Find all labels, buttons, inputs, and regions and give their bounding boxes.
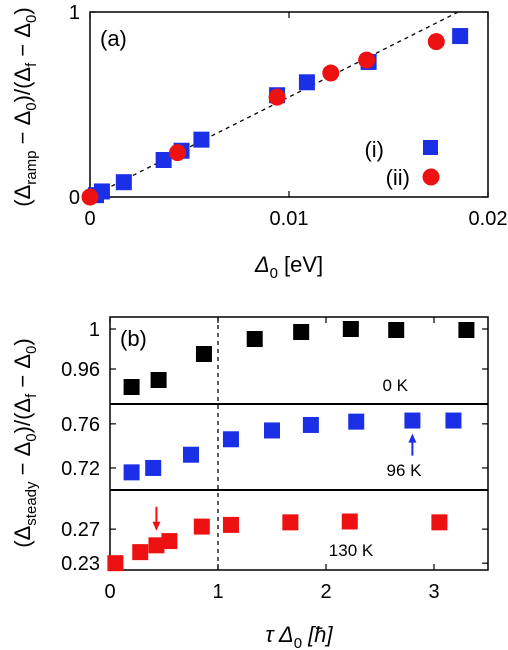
subpanel-96k-point — [183, 446, 199, 463]
panel-a-y-tick-label: 1 — [69, 2, 80, 24]
subpanel-130k-point — [161, 533, 178, 550]
subpanel-0k-point — [246, 331, 263, 347]
panel-b-x-tick-label: 3 — [428, 581, 439, 603]
subpanel-130k-point — [282, 514, 299, 531]
panel-a-legend: (i) (ii) — [364, 137, 440, 190]
subpanel-96k-point — [264, 422, 280, 439]
panel-b-frame — [109, 316, 489, 571]
legend-label-ii: (ii) — [386, 165, 410, 190]
subpanel-96k-y-tick-label: 0.72 — [61, 458, 100, 480]
subpanel-96k-arrow-head — [408, 433, 417, 443]
panel-a: 0 0.01 0.02 0 1 (a) (i) (ii) Δ0 [eV] (Δramp … — [10, 2, 507, 282]
panel-b-ticks: 0 1 2 3 0.96 1 0.72 0.76 0.23 0.27 — [61, 317, 488, 603]
panel-a-points — [81, 28, 469, 206]
subpanel-0k-point — [458, 322, 475, 338]
panel-b-y-axis-label: (Δsteady − Δ0)/(Δf − Δ0) — [10, 338, 40, 547]
subpanel-130k-point — [341, 513, 358, 530]
panel-b-arrows — [152, 433, 417, 531]
series-i-point — [155, 152, 172, 168]
legend-swatch-ii — [422, 168, 440, 186]
panel-b-points — [107, 321, 475, 572]
subpanel-130k-point — [132, 544, 149, 561]
subpanel-0k-y-tick-label: 0.96 — [61, 359, 100, 381]
subpanel-96k-point — [145, 459, 162, 476]
subpanel-0k-point — [342, 321, 359, 337]
series-i-point — [193, 131, 210, 148]
panel-a-x-tick-label: 0.02 — [469, 208, 508, 230]
subpanel-130k-y-tick-label: 0.23 — [61, 553, 100, 575]
panel-b-x-tick-label: 1 — [212, 581, 223, 603]
series-i-point — [115, 174, 132, 191]
subpanel-96k-point — [222, 431, 239, 448]
subpanel-0k-point — [388, 322, 405, 338]
panel-a-x-tick-label: 0.01 — [270, 208, 309, 230]
series-ii-point — [322, 64, 340, 82]
series-ii-point — [81, 188, 99, 206]
panel-b-x-axis-label: τ Δ0 [ħ] — [265, 622, 333, 650]
subpanel-96k-point — [302, 416, 319, 433]
subpanel-label-0k: 0 K — [382, 376, 408, 395]
series-i-point — [452, 28, 469, 45]
subpanel-0k-point — [293, 324, 310, 340]
subpanel-0k-point — [123, 379, 140, 395]
subpanel-96k-point — [348, 413, 365, 430]
legend-swatch-i — [423, 140, 438, 155]
series-ii-point — [427, 33, 445, 51]
series-ii-point — [358, 51, 376, 69]
subpanel-96k-y-tick-label: 0.76 — [61, 414, 100, 436]
panel-b-x-tick-label: 0 — [104, 581, 115, 603]
subpanel-0k-point — [150, 372, 167, 388]
series-ii-point — [169, 144, 187, 162]
subpanel-96k-point — [404, 412, 421, 429]
panel-a-y-tick-label: 0 — [69, 187, 80, 209]
subpanel-130k-point — [431, 514, 448, 531]
panel-a-y-axis-label: (Δramp − Δ0)/(Δf − Δ0) — [10, 7, 40, 206]
panel-a-x-tick-label: 0 — [84, 208, 95, 230]
subpanel-96k-point — [445, 412, 462, 429]
panel-a-x-axis-label: Δ0 [eV] — [254, 252, 323, 282]
series-i-point — [298, 74, 315, 91]
panel-b-label: (b) — [120, 326, 147, 351]
series-ii-point — [268, 88, 286, 106]
legend-label-i: (i) — [364, 137, 384, 162]
subpanel-0k-y-tick-label: 1 — [89, 319, 100, 341]
subpanel-label-96k: 96 K — [387, 461, 423, 480]
panel-b: 0 1 2 3 0.96 1 0.72 0.76 0.23 0.27 (b) 0 K 96 K 1… — [10, 316, 489, 650]
subpanel-130k-arrow-head — [152, 521, 161, 531]
subpanel-130k-point — [222, 516, 239, 533]
subpanel-130k-y-tick-label: 0.27 — [61, 519, 100, 541]
subpanel-130k-point — [148, 537, 165, 554]
subpanel-130k-point — [193, 518, 210, 535]
subpanel-label-130k: 130 K — [329, 541, 374, 560]
subpanel-130k-point — [107, 555, 124, 572]
panel-b-x-tick-label: 2 — [320, 581, 331, 603]
panel-a-label: (a) — [100, 26, 127, 51]
subpanel-96k-point — [123, 464, 140, 481]
subpanel-0k-point — [195, 346, 212, 362]
